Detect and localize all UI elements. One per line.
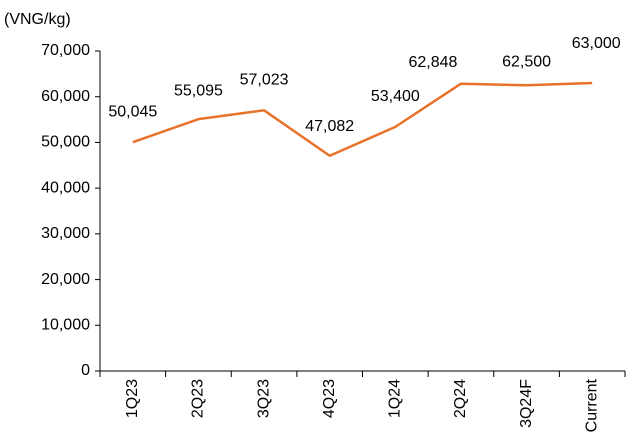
data-label: 50,045 [108, 103, 157, 120]
y-tick-label: 0 [81, 362, 90, 379]
y-tick-label: 70,000 [41, 42, 90, 59]
y-tick-label: 10,000 [41, 317, 90, 334]
data-label: 55,095 [174, 82, 223, 99]
x-tick-label: 2Q24 [452, 379, 469, 418]
data-label: 63,000 [572, 35, 621, 52]
y-tick-label: 30,000 [41, 225, 90, 242]
y-tick-label: 20,000 [41, 271, 90, 288]
data-label: 47,082 [305, 118, 354, 135]
x-tick-label: 3Q23 [255, 379, 272, 418]
data-label: 53,400 [371, 88, 420, 105]
y-tick-label: 50,000 [41, 134, 90, 151]
y-axis-label: (VNG/kg) [4, 11, 71, 28]
x-tick-label: 1Q24 [387, 379, 404, 418]
y-tick-label: 40,000 [41, 179, 90, 196]
x-tick-label: 4Q23 [321, 379, 338, 418]
x-tick-label: Current [583, 378, 600, 432]
x-tick-label: 1Q23 [124, 379, 141, 418]
y-tick-label: 60,000 [41, 88, 90, 105]
x-tick-label: 2Q23 [190, 379, 207, 418]
x-tick-label: 3Q24F [518, 379, 535, 428]
data-label: 62,848 [408, 54, 457, 71]
data-label: 62,500 [502, 54, 551, 71]
line-series [132, 81, 593, 158]
data-label: 57,023 [240, 72, 289, 89]
